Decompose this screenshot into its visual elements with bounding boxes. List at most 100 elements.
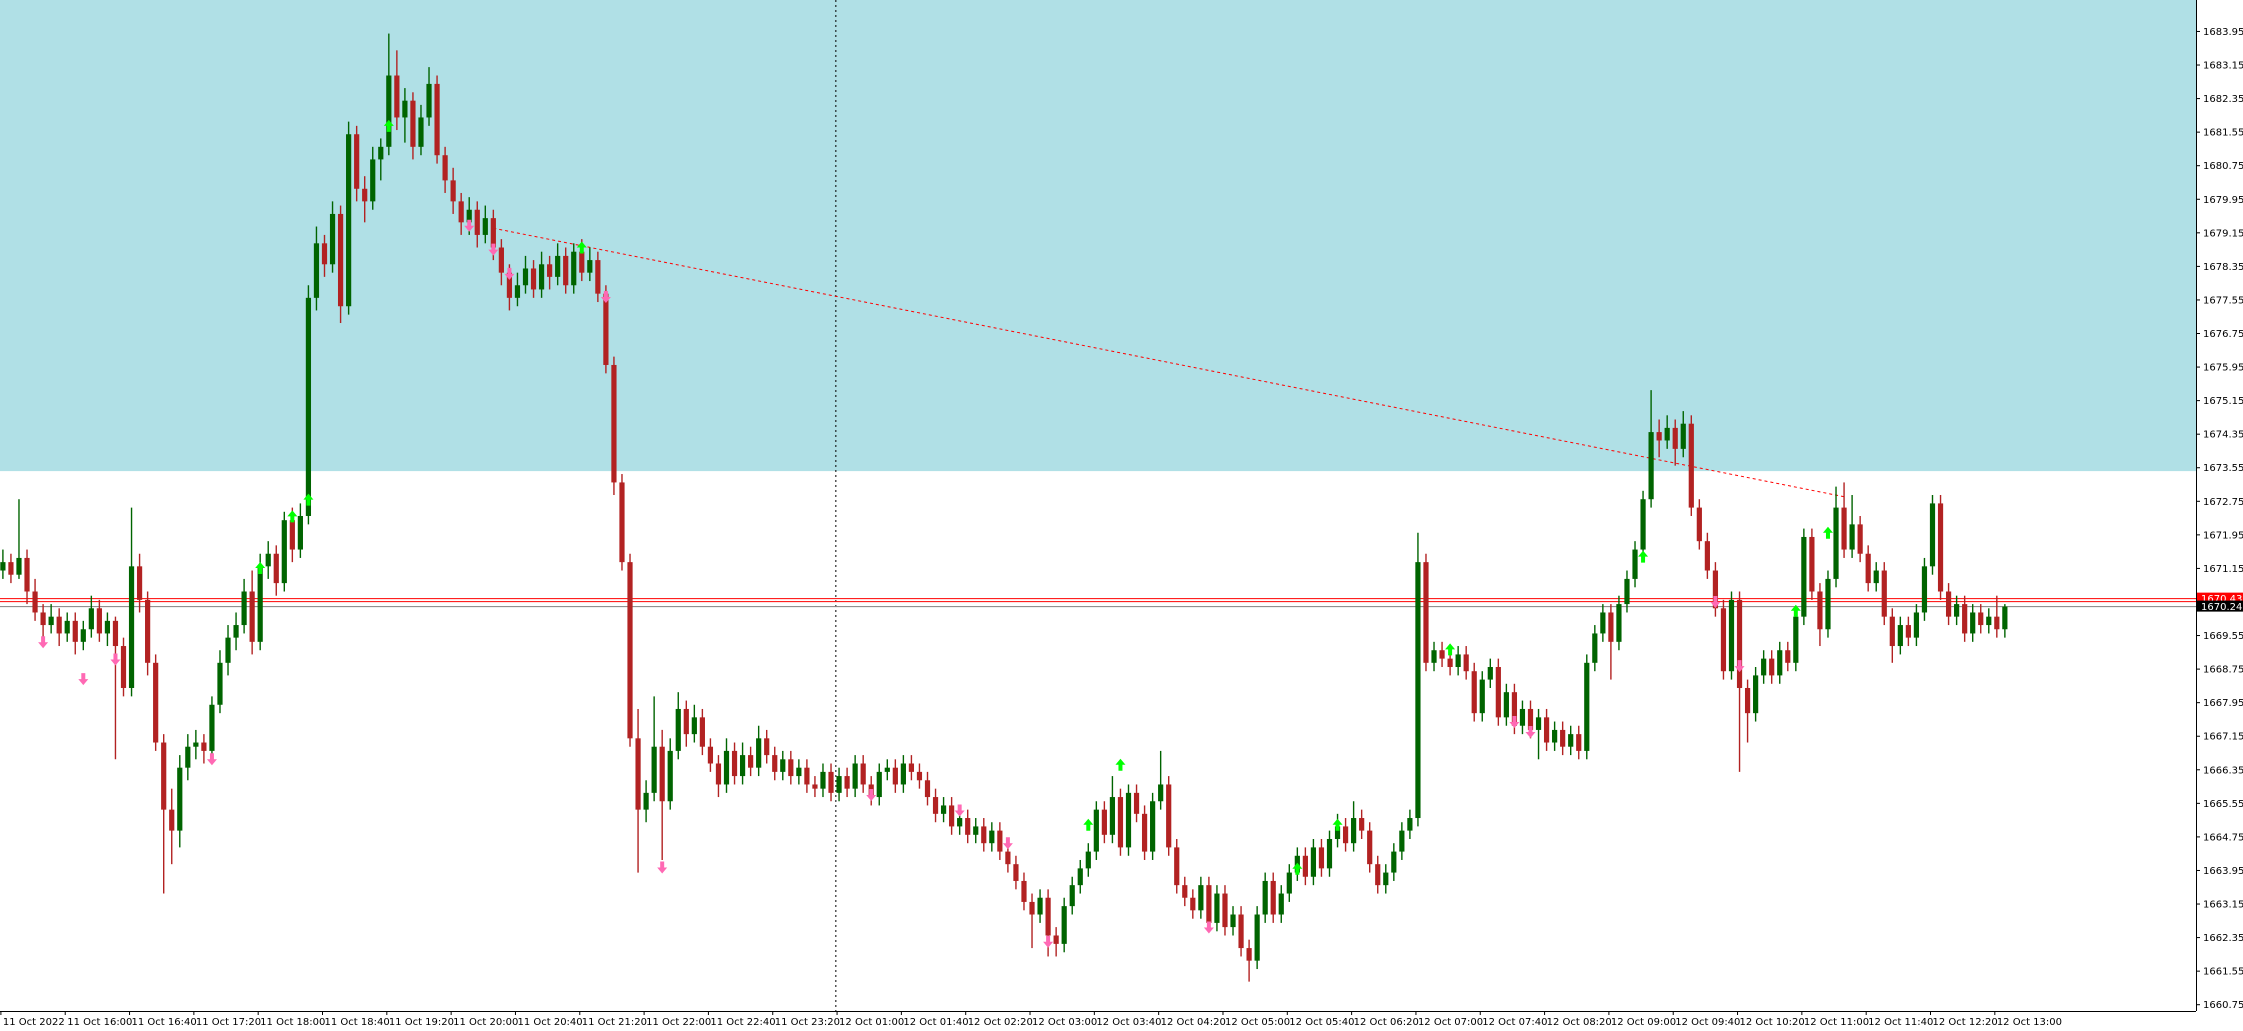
candle-body xyxy=(780,759,786,772)
candle-body xyxy=(547,264,553,277)
candle-body xyxy=(1825,578,1831,630)
buy-arrow xyxy=(576,241,587,254)
candle-body xyxy=(1375,864,1381,886)
candle-body xyxy=(1736,599,1743,688)
sell-arrow xyxy=(38,636,49,649)
candle-body xyxy=(530,268,537,290)
candle-body xyxy=(1125,792,1132,848)
candle-body xyxy=(32,591,38,613)
x-tick-label: 12 Oct 01:40 xyxy=(903,1017,968,1028)
x-tick-label: 11 Oct 17:20 xyxy=(196,1017,261,1028)
candle-body xyxy=(1198,885,1204,911)
candle-body xyxy=(1560,729,1566,747)
candle-body xyxy=(635,738,641,810)
candle-body xyxy=(1141,813,1148,852)
candle-body xyxy=(1897,625,1903,647)
candle-body xyxy=(354,134,360,189)
y-tick-label: 1682.35 xyxy=(2203,94,2243,105)
candle-body xyxy=(619,482,625,563)
buy-arrow xyxy=(1790,604,1801,617)
candle-body xyxy=(1254,914,1260,961)
candle-body xyxy=(707,746,714,764)
candle-body xyxy=(1351,818,1357,844)
candle-body xyxy=(1246,948,1252,961)
candle-body xyxy=(386,75,392,147)
sell-arrow xyxy=(657,861,668,874)
candle-body xyxy=(1978,612,1984,626)
candle-body xyxy=(273,553,279,584)
y-tick-label: 1675.95 xyxy=(2203,363,2243,374)
candle-body xyxy=(1439,650,1445,659)
x-tick-label: 11 Oct 18:40 xyxy=(325,1017,390,1028)
sell-arrow xyxy=(504,267,515,280)
candle-body xyxy=(820,771,826,789)
candle-body xyxy=(482,218,488,235)
candle-body xyxy=(1077,868,1083,886)
y-tick-label: 1663.15 xyxy=(2203,900,2243,911)
candle-body xyxy=(96,608,102,634)
bid-label: 1670.24 xyxy=(2201,602,2242,613)
buy-arrow xyxy=(287,510,298,523)
sell-arrow xyxy=(1002,837,1013,850)
candle-body xyxy=(1302,855,1308,877)
candle-body xyxy=(72,620,78,642)
x-tick-label: 12 Oct 03:40 xyxy=(1096,1017,1161,1028)
candle-body xyxy=(1206,885,1212,923)
candle-body xyxy=(24,557,30,592)
trendline xyxy=(493,227,1845,498)
candle-body xyxy=(1166,784,1172,848)
sell-arrow xyxy=(464,219,475,232)
candle-body xyxy=(788,759,794,777)
candle-body xyxy=(1720,608,1727,672)
candle-body xyxy=(169,809,175,831)
y-tick-label: 1671.15 xyxy=(2203,564,2243,575)
candle-body xyxy=(828,771,834,793)
candle-body xyxy=(362,188,368,202)
candle-body xyxy=(281,520,287,584)
candle-body xyxy=(8,562,14,575)
candle-body xyxy=(852,763,858,789)
candle-body xyxy=(1230,914,1236,928)
buy-arrow xyxy=(1638,550,1649,563)
y-tick-label: 1683.95 xyxy=(2203,27,2243,38)
candle-body xyxy=(1688,423,1694,508)
candle-body xyxy=(1889,616,1895,647)
x-tick-label: 12 Oct 06:20 xyxy=(1354,1017,1419,1028)
candle-body xyxy=(136,566,143,600)
y-tick-label: 1681.55 xyxy=(2203,128,2243,139)
candle-body xyxy=(1045,897,1051,936)
candle-body xyxy=(1954,604,1960,617)
x-tick-label: 11 Oct 21:20 xyxy=(582,1017,647,1028)
candle-body xyxy=(1455,654,1461,668)
x-tick-label: 12 Oct 04:20 xyxy=(1161,1017,1226,1028)
y-tick-label: 1668.75 xyxy=(2203,665,2243,676)
x-tick-label: 12 Oct 09:00 xyxy=(1611,1017,1676,1028)
candle-body xyxy=(1937,503,1944,592)
sell-arrow xyxy=(1509,715,1520,728)
y-tick-label: 1673.55 xyxy=(2203,463,2243,474)
sell-arrow xyxy=(78,673,89,686)
candle-body xyxy=(908,763,915,772)
candle-body xyxy=(1672,427,1678,449)
candle-body xyxy=(989,830,995,844)
candle-body xyxy=(1214,893,1220,923)
candle-body xyxy=(715,763,722,785)
candle-body xyxy=(796,767,802,777)
candle-body xyxy=(651,746,657,793)
candle-body xyxy=(88,608,94,630)
candle-body xyxy=(305,297,312,516)
candle-body xyxy=(56,616,62,634)
x-tick-label: 12 Oct 11:00 xyxy=(1804,1017,1869,1028)
candle-body xyxy=(16,557,22,575)
candle-body xyxy=(1656,432,1662,441)
candle-body xyxy=(579,251,585,273)
candle-body xyxy=(997,830,1003,852)
candle-body xyxy=(450,180,456,202)
candle-body xyxy=(1994,616,2000,630)
candle-body xyxy=(434,83,440,156)
candle-body xyxy=(321,243,328,265)
x-tick-label: 12 Oct 05:00 xyxy=(1225,1017,1290,1028)
candle-body xyxy=(161,742,167,810)
candle-body xyxy=(1913,612,1920,638)
candle-body xyxy=(892,767,898,785)
